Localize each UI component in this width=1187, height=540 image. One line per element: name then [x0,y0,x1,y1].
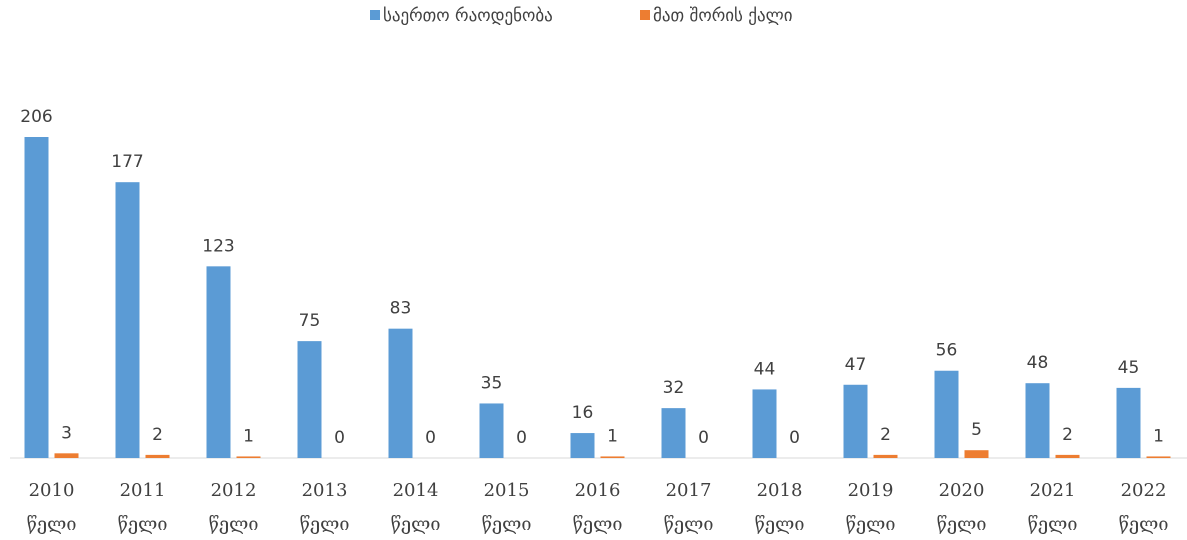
value-label: 83 [390,299,412,319]
x-tick-label: 2021 წელი [1028,480,1078,535]
bar [1055,454,1080,458]
value-label: 1 [607,426,618,446]
value-label: 32 [663,378,685,398]
bar [479,403,504,458]
legend-swatch [640,10,650,20]
x-tick-label: 2022 წელი [1119,480,1169,535]
bar [1116,387,1141,458]
value-label: 2 [880,425,891,445]
bar [600,456,625,458]
bar [297,341,322,458]
bar [934,370,959,458]
x-tick-label: 2016 წელი [573,480,623,535]
x-tick-label: 2014 წელი [391,480,441,535]
x-tick-label: 2012 წელი [209,480,259,535]
x-tick-label: 2015 წელი [482,480,532,535]
bar [206,266,231,458]
bar [236,456,261,458]
value-label: 2 [152,425,163,445]
value-label: 1 [1153,426,1164,446]
bar [964,450,989,458]
x-tick-label: 2011 წელი [118,480,168,535]
bar [873,454,898,458]
x-tick-label: 2019 წელი [846,480,896,535]
x-tick-label: 2020 წელი [937,480,987,535]
value-label: 56 [936,341,958,361]
x-tick-label: 2010 წელი [27,480,77,535]
value-label: 48 [1027,353,1049,373]
value-label: 5 [971,420,982,440]
x-tick-label: 2013 წელი [300,480,350,535]
value-label: 0 [789,428,800,448]
value-label: 2 [1062,425,1073,445]
legend-swatch [370,10,380,20]
bar [843,384,868,458]
bar [54,453,79,458]
value-label: 0 [425,428,436,448]
bar [388,328,413,458]
legend-label: საერთო რაოდენობა [383,6,553,26]
legend-label: მათ შორის ქალი [653,6,793,26]
value-label: 0 [334,428,345,448]
x-tick-label: 2017 წელი [664,480,714,535]
bar [24,137,49,458]
x-tick-label: 2018 წელი [755,480,805,535]
bar [115,182,140,458]
bar [661,408,686,458]
bar [1146,456,1171,458]
value-label: 123 [202,236,234,256]
bar [1025,383,1050,458]
value-label: 44 [754,359,776,379]
value-label: 206 [20,107,52,127]
bar [145,454,170,458]
value-label: 3 [61,423,72,443]
value-label: 0 [516,428,527,448]
value-label: 1 [243,426,254,446]
value-label: 45 [1118,358,1140,378]
bar [570,433,595,458]
value-label: 177 [111,152,143,172]
bar [752,389,777,458]
value-label: 47 [845,355,867,375]
value-label: 16 [572,403,594,423]
value-label: 35 [481,373,503,393]
value-label: 0 [698,428,709,448]
value-label: 75 [299,311,321,331]
